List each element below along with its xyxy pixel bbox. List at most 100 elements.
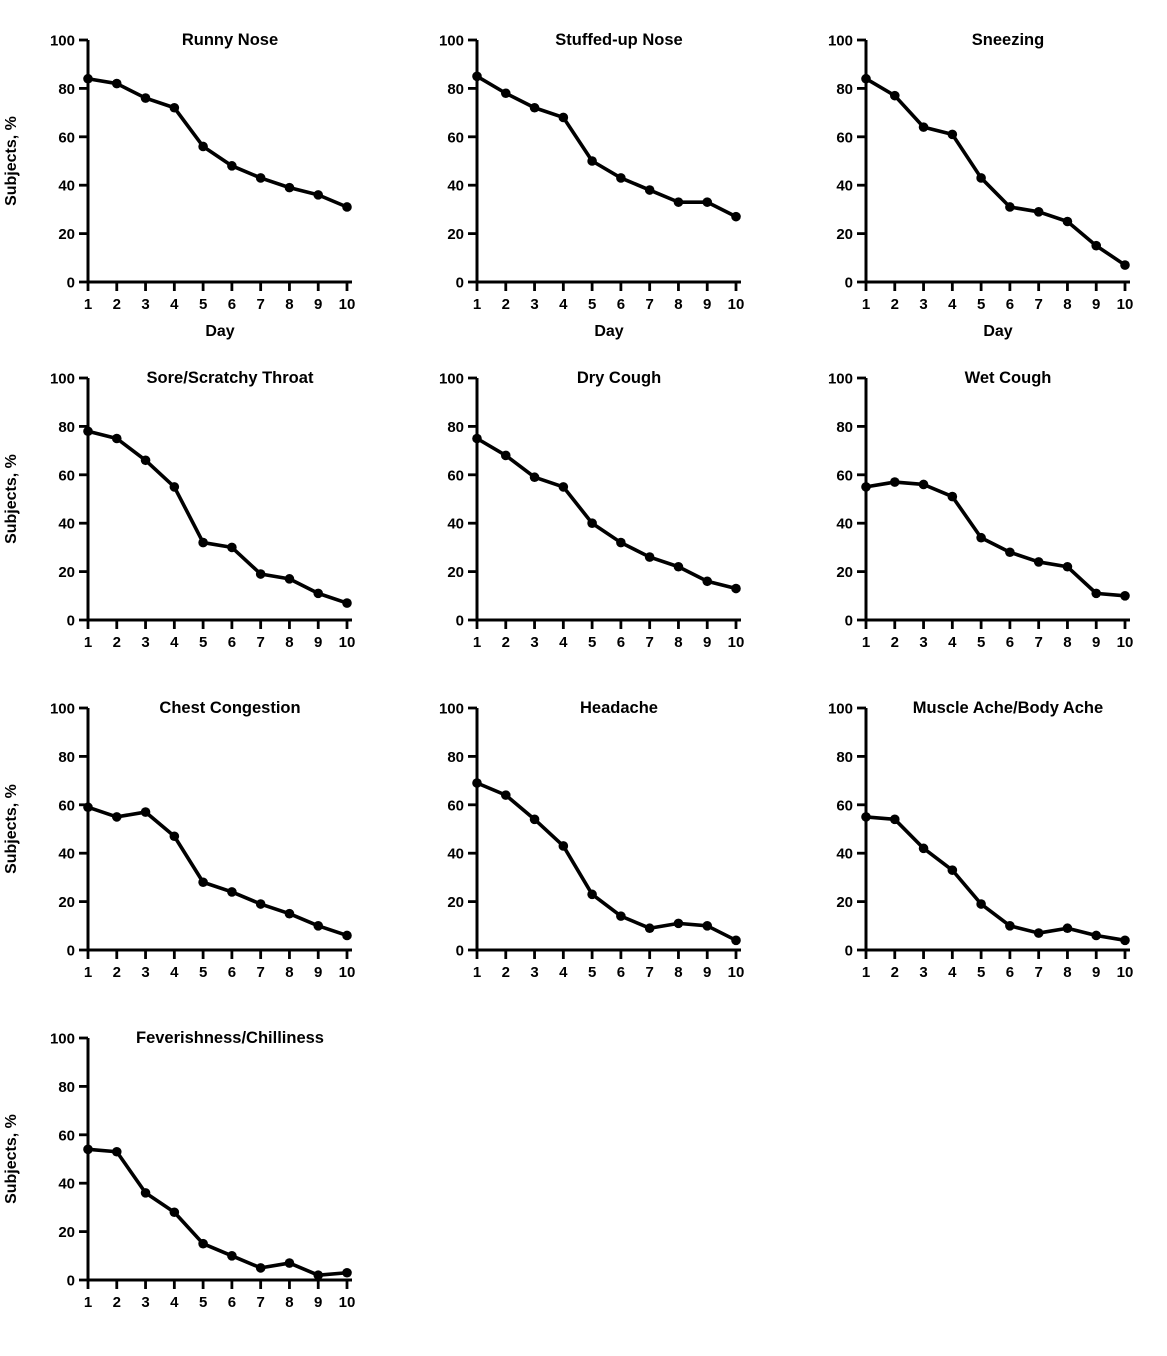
y-tick-label: 40 (58, 516, 75, 533)
x-tick-label: 3 (530, 296, 538, 313)
data-point (83, 1144, 93, 1155)
x-tick-label: 8 (1063, 296, 1071, 313)
data-point (1091, 588, 1102, 599)
y-tick-label: 80 (447, 419, 464, 436)
chart-cell-stuffed-up-nose: 0 20 40 60 80 100 1 2 3 4 5 6 7 8 9 10 Stuffed-up Nose Da… (389, 10, 778, 348)
data-point (169, 102, 180, 113)
chart-title: Sneezing (972, 31, 1044, 49)
y-tick-label: 60 (836, 129, 853, 146)
chart-cell-headache: 0 20 40 60 80 100 1 2 3 4 5 6 7 8 9 10 Headache (389, 678, 778, 1008)
data-point (313, 1270, 324, 1280)
data-line (86, 429, 349, 605)
data-point (255, 899, 266, 909)
data-point (587, 518, 597, 528)
chart-feverishness-chilliness: 0 20 40 60 80 100 1 2 3 4 5 6 7 8 9 10 Feverishness/Chil… (3, 1029, 356, 1311)
data-point (111, 78, 122, 89)
x-tick-label: 5 (977, 296, 985, 313)
data-point (169, 482, 180, 492)
x-axis-label: Day (594, 323, 623, 340)
x-tick-label: 1 (862, 634, 870, 651)
y-tick-label: 20 (836, 226, 853, 243)
x-tick-label: 10 (339, 964, 356, 981)
x-tick-label: 1 (473, 296, 481, 313)
x-tick-label: 5 (588, 634, 596, 651)
x-tick-label: 3 (141, 634, 149, 651)
x-tick-label: 7 (1034, 634, 1042, 651)
chart-title: Sore/Scratchy Throat (147, 369, 314, 387)
y-tick-label: 40 (836, 178, 853, 195)
x-tick-label: 10 (728, 296, 745, 313)
x-tick-label: 9 (703, 964, 711, 981)
data-point (889, 90, 900, 101)
data-point (342, 202, 352, 212)
x-tick-label: 5 (199, 296, 207, 313)
x-tick-label: 10 (728, 964, 745, 981)
data-point (500, 790, 511, 800)
data-line (864, 76, 1127, 267)
data-point (1091, 930, 1102, 941)
y-tick-label: 100 (439, 371, 464, 388)
y-tick-label: 20 (447, 564, 464, 581)
x-tick-label: 8 (674, 634, 682, 651)
data-point (500, 88, 511, 99)
y-tick-label: 80 (447, 749, 464, 766)
x-tick-label: 6 (1006, 296, 1014, 313)
data-point (255, 173, 266, 183)
data-point (947, 865, 958, 875)
y-tick-label: 60 (836, 467, 853, 484)
x-tick-label: 8 (285, 296, 293, 313)
data-point (342, 1267, 352, 1278)
chart-cell-sore-scratchy-throat: 0 20 40 60 80 100 1 2 3 4 5 6 7 8 9 10 Sore/Scratchy Thr… (0, 348, 389, 678)
x-tick-label: 4 (948, 634, 957, 651)
chart-sore-scratchy-throat: 0 20 40 60 80 100 1 2 3 4 5 6 7 8 9 10 Sore/Scratchy Thr… (3, 369, 355, 651)
data-point (673, 197, 684, 207)
y-tick-label: 100 (50, 1031, 75, 1048)
chart-cell-chest-congestion: 0 20 40 60 80 100 1 2 3 4 5 6 7 8 9 10 Chest Congestion S… (0, 678, 389, 1008)
data-line (864, 480, 1127, 598)
x-tick-label: 5 (199, 964, 207, 981)
x-tick-label: 2 (113, 634, 121, 651)
data-point (861, 482, 871, 492)
data-point (558, 482, 569, 492)
x-tick-label: 4 (559, 964, 568, 981)
y-tick-label: 0 (845, 943, 853, 960)
y-tick-label: 60 (58, 129, 75, 146)
chart-chest-congestion: 0 20 40 60 80 100 1 2 3 4 5 6 7 8 9 10 Chest Congestion S… (3, 699, 356, 981)
data-point (227, 1251, 237, 1261)
chart-cell-wet-cough: 0 20 40 60 80 100 1 2 3 4 5 6 7 8 9 10 Wet Cough (778, 348, 1167, 678)
y-tick-label: 80 (836, 749, 853, 766)
y-tick-label: 80 (58, 81, 75, 98)
x-tick-label: 1 (84, 1294, 92, 1311)
data-point (616, 173, 626, 183)
data-point (918, 843, 929, 854)
x-tick-label: 7 (1034, 296, 1042, 313)
x-tick-label: 6 (617, 296, 625, 313)
x-tick-label: 10 (339, 1294, 356, 1311)
data-point (1062, 923, 1073, 934)
data-point (198, 537, 208, 548)
data-point (140, 93, 151, 103)
x-tick-label: 10 (339, 296, 356, 313)
data-point (83, 426, 93, 437)
data-point (111, 433, 122, 444)
data-point (673, 918, 684, 929)
x-tick-label: 9 (314, 1294, 322, 1311)
chart-title: Runny Nose (182, 31, 278, 49)
data-point (472, 778, 482, 788)
x-tick-label: 1 (84, 964, 92, 981)
data-point (731, 211, 741, 222)
data-point (169, 831, 180, 842)
y-axis-label: Subjects, % (3, 454, 20, 544)
x-tick-label: 5 (977, 634, 985, 651)
data-line (864, 815, 1127, 943)
data-point (889, 814, 900, 825)
x-tick-label: 10 (1117, 296, 1134, 313)
chart-runny-nose: 0 20 40 60 80 100 1 2 3 4 5 6 7 8 9 10 Runny Nose Subject… (3, 31, 356, 340)
data-point (1091, 240, 1102, 251)
data-point (284, 182, 295, 193)
x-tick-label: 6 (228, 634, 236, 651)
y-tick-label: 0 (456, 943, 464, 960)
y-tick-label: 100 (439, 701, 464, 718)
data-point (673, 561, 684, 572)
data-point (140, 1188, 151, 1198)
